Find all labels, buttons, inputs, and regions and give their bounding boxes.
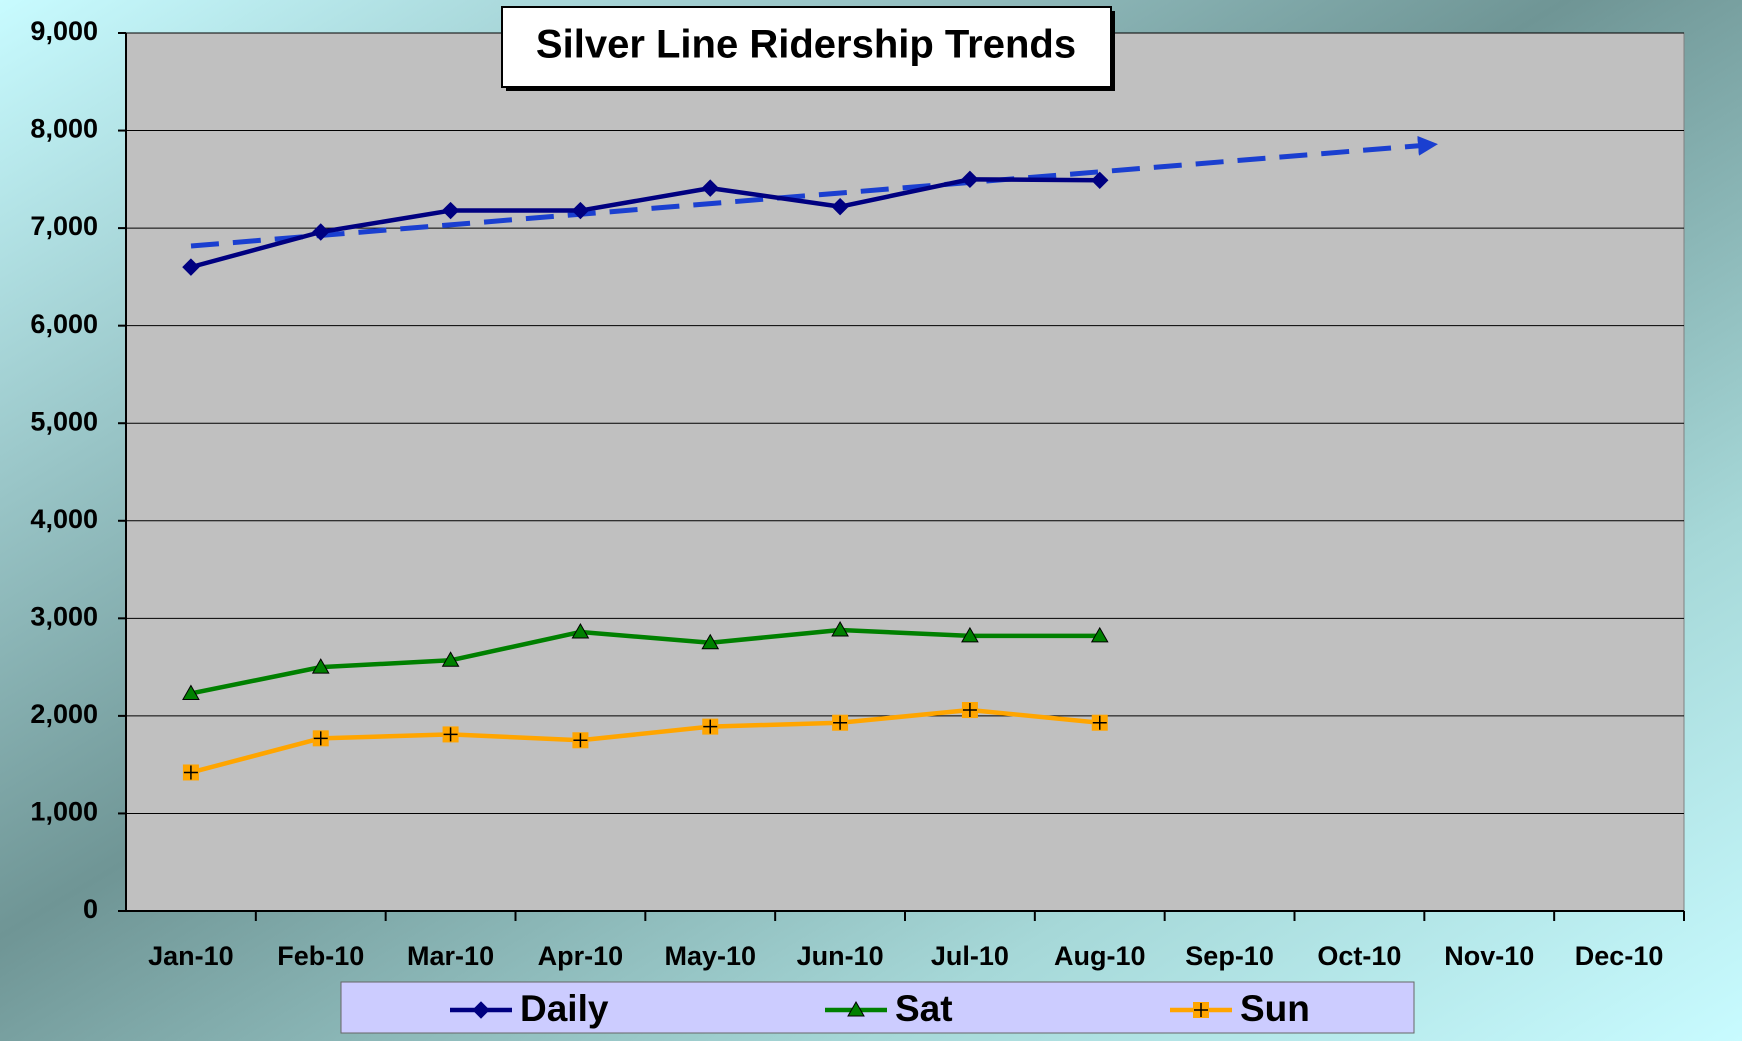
legend-box [340, 981, 1415, 1034]
marker-plus [703, 719, 718, 734]
x-tick-label: Sep-10 [1185, 941, 1274, 971]
x-tick-label: Oct-10 [1317, 941, 1401, 971]
marker [961, 626, 979, 643]
marker [847, 1000, 865, 1017]
marker [312, 730, 329, 747]
x-tick-label: Feb-10 [277, 941, 364, 971]
marker [961, 170, 979, 189]
marker [441, 651, 460, 667]
y-tick-label: 2,000 [30, 699, 98, 729]
marker-plus [183, 765, 198, 780]
x-tick-label: Jun-10 [797, 941, 884, 971]
trend-line [190, 135, 1438, 249]
marker [442, 726, 459, 743]
x-tick-label: Jan-10 [148, 941, 234, 971]
marker [182, 684, 200, 700]
x-tick-label: Mar-10 [407, 941, 494, 971]
marker [701, 633, 720, 650]
x-tick-label: Jul-10 [931, 941, 1009, 971]
x-tick-label: Nov-10 [1444, 941, 1534, 971]
marker [831, 197, 849, 216]
plot-area [125, 32, 1685, 912]
marker-plus [1092, 715, 1107, 730]
chart-title: Silver Line Ridership Trends [536, 23, 1076, 67]
y-tick-label: 9,000 [30, 16, 98, 46]
marker [1091, 714, 1108, 731]
marker [1193, 1002, 1209, 1018]
marker [702, 718, 719, 735]
marker [961, 702, 978, 719]
y-tick-label: 8,000 [30, 114, 98, 144]
marker [182, 764, 199, 781]
marker-plus [573, 733, 588, 748]
marker [312, 223, 330, 241]
y-tick-label: 5,000 [30, 406, 98, 436]
x-tick-label: Aug-10 [1054, 941, 1146, 971]
series-line [190, 707, 1100, 775]
marker [701, 179, 719, 197]
title-box [501, 6, 1112, 88]
legend-label: Sat [895, 988, 953, 1029]
x-tick-label: May-10 [664, 941, 756, 971]
marker [1091, 171, 1109, 190]
series-line [190, 627, 1100, 696]
marker [831, 621, 849, 637]
marker-plus [443, 727, 458, 742]
marker [1090, 626, 1109, 643]
marker [441, 201, 460, 220]
y-tick-label: 0 [83, 894, 98, 924]
x-tick-label: Apr-10 [538, 941, 624, 971]
x-tick-label: Dec-10 [1575, 941, 1664, 971]
marker [182, 258, 200, 276]
marker [572, 732, 589, 749]
y-tick-label: 7,000 [30, 211, 98, 241]
marker [571, 622, 590, 639]
y-tick-label: 4,000 [30, 504, 98, 534]
marker [571, 201, 590, 220]
marker [832, 714, 849, 731]
legend-label: Daily [520, 988, 609, 1029]
marker-plus [833, 715, 848, 730]
series-line [190, 177, 1100, 270]
legend-label: Sun [1240, 988, 1310, 1029]
y-tick-label: 6,000 [30, 309, 98, 339]
marker-plus [313, 731, 328, 746]
marker [311, 658, 330, 674]
y-tick-label: 3,000 [30, 601, 98, 631]
marker-plus [962, 703, 977, 718]
marker-plus [1194, 1003, 1208, 1017]
marker [472, 1001, 490, 1019]
y-tick-label: 1,000 [30, 797, 98, 827]
